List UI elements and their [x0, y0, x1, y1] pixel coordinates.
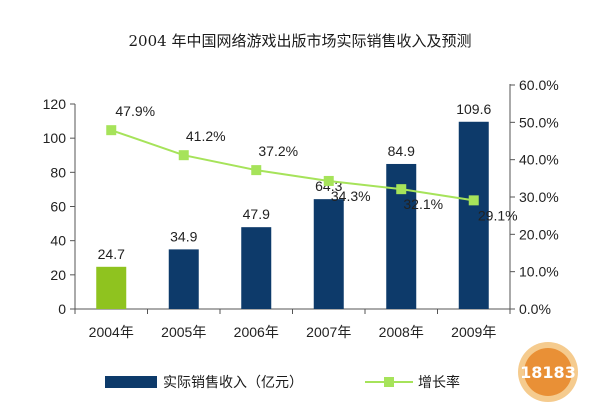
growth-rate-point — [251, 165, 262, 176]
y-right-tick-label: 20.0% — [519, 226, 559, 242]
bar-value-label: 24.7 — [98, 246, 125, 262]
growth-rate-label: 47.9% — [115, 103, 155, 119]
bar — [96, 266, 127, 309]
y-right-tick-label: 40.0% — [519, 152, 559, 168]
x-tick-label: 2007年 — [306, 324, 351, 340]
y-left-tick-label: 60 — [50, 199, 66, 215]
growth-rate-label: 41.2% — [186, 128, 226, 144]
growth-rate-point — [178, 150, 189, 161]
chart-title: 2004 年中国网络游戏出版市场实际销售收入及预测 — [129, 32, 472, 50]
y-right-tick-label: 30.0% — [519, 189, 559, 205]
growth-rate-point — [396, 184, 407, 195]
y-right-tick-label: 10.0% — [519, 264, 559, 280]
watermark-text: 18183 — [520, 363, 576, 382]
y-left-tick-label: 100 — [43, 130, 67, 146]
legend-label-bar: 实际销售收入（亿元） — [163, 375, 303, 391]
x-tick-label: 2006年 — [234, 324, 279, 340]
growth-rate-label: 34.3% — [331, 188, 371, 204]
legend-swatch-marker — [384, 377, 394, 387]
bar — [168, 249, 199, 309]
plot-area: 0 20 40 60 80 100 120 0.0% 10.0% 20.0% 30.0% 40.0% 5… — [43, 77, 559, 340]
bar-value-label: 109.6 — [456, 101, 491, 117]
growth-rate-label: 37.2% — [258, 143, 298, 159]
y-right-tick-label: 50.0% — [519, 114, 559, 130]
legend: 实际销售收入（亿元） 增长率 — [105, 374, 460, 391]
legend-swatch-bar — [105, 376, 157, 388]
growth-rate-label: 29.1% — [478, 207, 518, 223]
y-left-tick-label: 120 — [43, 96, 67, 112]
watermark-badge-inner — [524, 348, 572, 396]
bar — [313, 199, 344, 309]
growth-rate-point — [323, 175, 334, 186]
x-tick-label: 2004年 — [89, 324, 134, 340]
bar-value-label: 47.9 — [243, 206, 270, 222]
y-left-tick-label: 80 — [50, 164, 66, 180]
growth-rate-label: 32.1% — [403, 196, 443, 212]
bar — [241, 227, 272, 309]
y-left-tick-label: 20 — [50, 267, 66, 283]
growth-rate-point — [468, 195, 479, 206]
y-right-tick-label: 60.0% — [519, 77, 559, 93]
x-tick-label: 2009年 — [451, 324, 496, 340]
y-left-tick-label: 40 — [50, 233, 66, 249]
bar-value-label: 84.9 — [388, 143, 415, 159]
bar — [458, 121, 489, 310]
x-tick-label: 2008年 — [379, 324, 424, 340]
x-tick-label: 2005年 — [161, 324, 206, 340]
growth-rate-point — [106, 125, 117, 136]
growth-rate-line — [110, 129, 474, 202]
legend-label-line: 增长率 — [418, 374, 460, 391]
watermark-logo: 18183 — [518, 342, 578, 402]
y-left-tick-label: 0 — [58, 301, 66, 317]
y-right-tick-label: 0.0% — [519, 301, 551, 317]
bar-value-label: 34.9 — [170, 228, 197, 244]
